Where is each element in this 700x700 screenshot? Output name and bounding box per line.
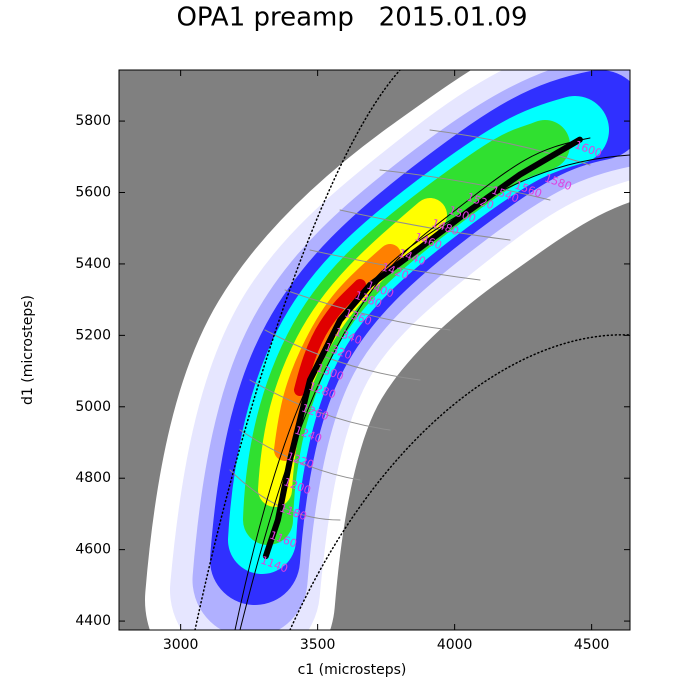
y-tick-label: 5600 — [75, 185, 111, 201]
y-tick-label: 4600 — [75, 542, 111, 558]
y-tick-label: 4400 — [75, 613, 111, 629]
fit-curve — [234, 154, 630, 630]
y-tick-label: 5800 — [75, 113, 111, 129]
x-tick-label: 3500 — [300, 637, 336, 653]
heatmap — [145, 70, 630, 630]
plot-frame — [118, 69, 631, 631]
y-tick-label: 4800 — [75, 470, 111, 486]
x-tick-label: 4500 — [574, 637, 610, 653]
y-tick-label: 5400 — [75, 256, 111, 272]
y-tick-label: 5000 — [75, 399, 111, 415]
x-tick-label: 3000 — [163, 637, 199, 653]
heat-band — [294, 279, 366, 396]
dotted-curve — [289, 334, 630, 630]
y-axis-label: d1 (microsteps) — [20, 295, 36, 405]
x-tick-label: 4000 — [437, 637, 473, 653]
tune-curve — [262, 136, 583, 560]
fit-curve — [239, 137, 591, 630]
x-axis-label: c1 (microsteps) — [298, 662, 407, 678]
y-tick-label: 5200 — [75, 327, 111, 343]
chart-title: OPA1 preamp 2015.01.09 — [176, 3, 527, 33]
dotted-curve — [194, 70, 401, 630]
